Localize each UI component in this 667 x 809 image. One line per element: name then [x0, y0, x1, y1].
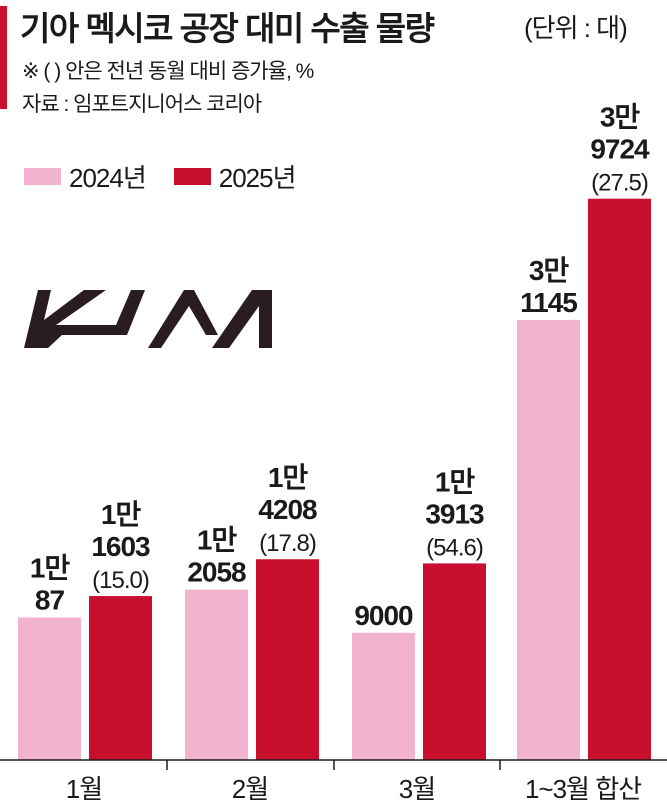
bar-2025	[89, 596, 152, 760]
data-label-rate: (54.6)	[426, 534, 483, 561]
legend-item-2024: 2024년	[24, 158, 147, 195]
data-label-rate: (27.5)	[591, 170, 648, 197]
data-label: 1만	[197, 525, 238, 556]
data-label: 1만	[101, 499, 142, 530]
data-label: 1만	[268, 462, 309, 493]
x-tick-label: 2월	[232, 774, 268, 804]
legend-item-2025: 2025년	[173, 158, 297, 195]
legend: 2024년 2025년	[24, 158, 324, 195]
footnote: ※ ( ) 안은 전년 동월 대비 증가율, %	[22, 60, 314, 83]
data-label: 3913	[425, 498, 484, 529]
x-tick-label: 1월	[66, 774, 102, 804]
legend-label-2024: 2024년	[69, 163, 147, 193]
data-label: 87	[35, 584, 65, 615]
legend-label-2025: 2025년	[218, 163, 297, 193]
unit-label: (단위 : 대)	[524, 13, 628, 43]
data-label: 1만	[435, 466, 476, 497]
bar-2024	[352, 632, 415, 760]
bar-2025	[423, 563, 486, 760]
x-tick-label: 3월	[399, 774, 435, 804]
legend-swatch-2024	[24, 168, 61, 185]
bar-2025	[256, 559, 319, 760]
bar-2025	[588, 198, 651, 760]
source-label: 자료 : 임포트지니어스 코리아	[22, 93, 262, 116]
x-tick-label: 1~3월 합산	[525, 774, 641, 804]
kia-logo	[24, 290, 272, 348]
chart-title: 기아 멕시코 공장 대미 수출 물량	[20, 10, 435, 47]
data-label: 1145	[520, 287, 577, 318]
data-label: 1만	[30, 552, 71, 583]
data-label-rate: (15.0)	[92, 567, 149, 594]
data-label: 9724	[590, 134, 650, 165]
data-label: 2058	[187, 557, 246, 588]
data-label: 4208	[258, 494, 317, 525]
title-accent-bar	[0, 6, 7, 109]
data-label: 3만	[529, 255, 570, 286]
data-label-rate: (17.8)	[259, 530, 316, 557]
data-label: 1603	[91, 531, 150, 562]
bar-2024	[517, 319, 580, 760]
legend-swatch-2025	[173, 168, 211, 185]
bar-2024	[185, 589, 248, 760]
bar-2024	[18, 617, 81, 760]
data-label: 3만	[600, 102, 641, 133]
data-label: 9000	[354, 600, 413, 631]
